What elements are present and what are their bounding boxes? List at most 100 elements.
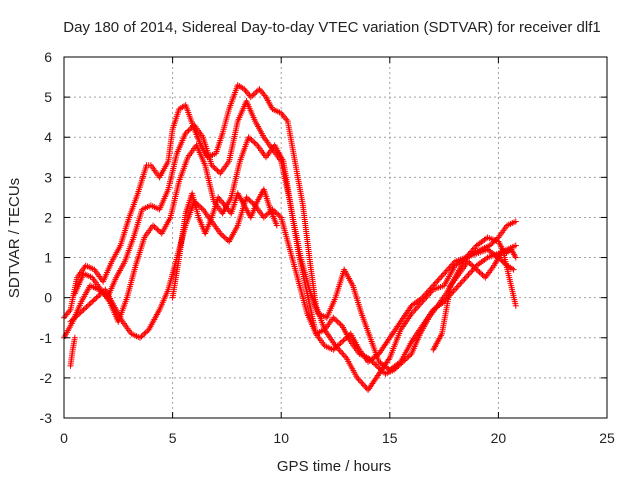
data-point <box>182 130 189 137</box>
data-point <box>331 345 338 352</box>
data-point <box>152 225 159 232</box>
data-point <box>151 223 158 230</box>
data-point <box>399 358 406 365</box>
data-point <box>512 254 519 261</box>
y-tick-label: 5 <box>44 89 52 105</box>
data-point <box>334 318 341 325</box>
data-point <box>333 317 340 324</box>
data-point <box>476 269 483 276</box>
data-point <box>90 297 97 304</box>
data-point <box>243 194 250 201</box>
data-point <box>244 195 251 202</box>
data-point <box>272 209 279 216</box>
data-point <box>141 330 148 337</box>
data-point <box>89 298 96 305</box>
data-point <box>337 340 344 347</box>
data-point <box>138 333 145 340</box>
data-point <box>252 90 259 97</box>
data-point <box>492 237 499 244</box>
data-point <box>359 380 366 387</box>
data-point <box>376 365 383 372</box>
data-point <box>223 235 230 242</box>
data-point <box>83 304 90 311</box>
data-point <box>334 342 341 349</box>
data-point <box>392 365 399 372</box>
data-point <box>247 94 254 101</box>
data-point <box>466 270 473 277</box>
data-point <box>218 231 225 238</box>
data-point <box>441 270 448 277</box>
data-point <box>249 138 256 145</box>
plot-frame <box>63 56 608 419</box>
data-point <box>273 222 280 229</box>
data-point <box>246 197 253 204</box>
data-point <box>150 222 157 229</box>
data-point <box>252 140 259 147</box>
data-point <box>512 242 519 249</box>
tick-labels: 0 5 10 15 20 25 -3 -2 -1 0 1 2 3 4 5 6 <box>40 49 615 446</box>
data-points <box>61 82 519 393</box>
series-track-c <box>71 134 519 373</box>
data-point <box>330 314 337 321</box>
data-point <box>337 321 344 328</box>
data-point <box>260 214 267 221</box>
data-point <box>365 354 372 361</box>
data-point <box>466 253 473 260</box>
y-tick-label: -3 <box>40 410 53 426</box>
data-point <box>93 294 100 301</box>
data-point <box>402 356 409 363</box>
data-point <box>467 251 474 258</box>
data-point <box>379 368 386 375</box>
data-point <box>464 273 471 280</box>
series-track-d <box>67 194 519 377</box>
data-point <box>210 163 217 170</box>
data-point <box>475 267 482 274</box>
data-point <box>489 239 496 246</box>
data-point <box>341 336 348 343</box>
x-tick-label: 0 <box>60 430 68 446</box>
data-point <box>86 301 93 308</box>
data-point <box>208 162 215 169</box>
grid <box>64 57 607 418</box>
data-point <box>197 203 204 210</box>
data-point <box>184 128 191 135</box>
y-tick-label: 6 <box>44 49 52 65</box>
data-point <box>76 310 83 317</box>
data-point <box>407 352 414 359</box>
data-point <box>249 92 256 99</box>
data-point <box>493 235 500 242</box>
data-point <box>73 313 80 320</box>
series-track-e <box>169 186 280 301</box>
x-tick-label: 10 <box>273 430 289 446</box>
data-point <box>74 312 81 319</box>
data-point <box>512 218 519 225</box>
series-track-b <box>61 98 517 365</box>
y-tick-label: 2 <box>44 209 52 225</box>
data-point <box>356 377 363 384</box>
data-point <box>456 282 463 289</box>
data-point <box>213 166 220 173</box>
data-point <box>137 334 144 341</box>
data-point <box>77 309 84 316</box>
x-tick-label: 15 <box>382 430 398 446</box>
data-point <box>71 314 78 321</box>
x-tick-label: 20 <box>491 430 507 446</box>
data-point <box>142 329 149 336</box>
y-tick-label: 0 <box>44 290 52 306</box>
series-track-f <box>430 246 519 353</box>
data-point <box>336 341 343 348</box>
x-tick-label: 5 <box>169 430 177 446</box>
data-point <box>221 234 228 241</box>
data-point <box>186 126 193 133</box>
data-point <box>99 289 106 296</box>
data-point <box>466 259 473 266</box>
y-tick-label: 1 <box>44 250 52 266</box>
data-point <box>68 317 75 324</box>
data-point <box>453 285 460 292</box>
data-point <box>220 233 227 240</box>
data-point <box>510 266 517 273</box>
chart-title: Day 180 of 2014, Sidereal Day-to-day VTE… <box>63 19 600 36</box>
data-point <box>95 293 102 300</box>
data-point <box>458 279 465 286</box>
